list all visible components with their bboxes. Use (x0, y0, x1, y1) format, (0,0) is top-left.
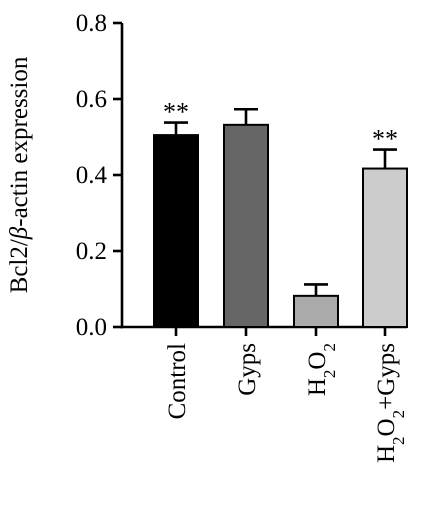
bar (223, 123, 269, 328)
bar (153, 134, 199, 328)
y-tick-label: 0.2 (76, 238, 107, 265)
bar (362, 167, 408, 328)
significance-marker: ** (372, 125, 398, 154)
y-tick-label: 0.4 (76, 162, 108, 189)
significance-marker: ** (163, 98, 189, 127)
x-tick-label: H2O2 (304, 343, 339, 396)
bar (293, 294, 339, 328)
x-tick-label: Control (164, 343, 191, 419)
y-axis-title: Bcl2/β-actin expression (6, 56, 33, 293)
x-tick-label: Gyps (234, 343, 261, 396)
x-tick-label: H2O2+Gyps (373, 343, 408, 463)
error-bars (164, 107, 397, 296)
significance-markers: ** ** (163, 98, 398, 154)
x-tick-labels: Control Gyps H2O2 H2O2+Gyps (164, 343, 408, 463)
y-tick-label: 0.8 (76, 10, 107, 37)
y-axis-label: Bcl2/β-actin expression (6, 56, 33, 293)
bars (153, 123, 408, 328)
y-tick-label: 0.0 (76, 314, 107, 341)
y-tick-label: 0.6 (76, 86, 107, 113)
y-ticks: 0.0 0.2 0.4 0.6 0.8 (76, 10, 122, 341)
